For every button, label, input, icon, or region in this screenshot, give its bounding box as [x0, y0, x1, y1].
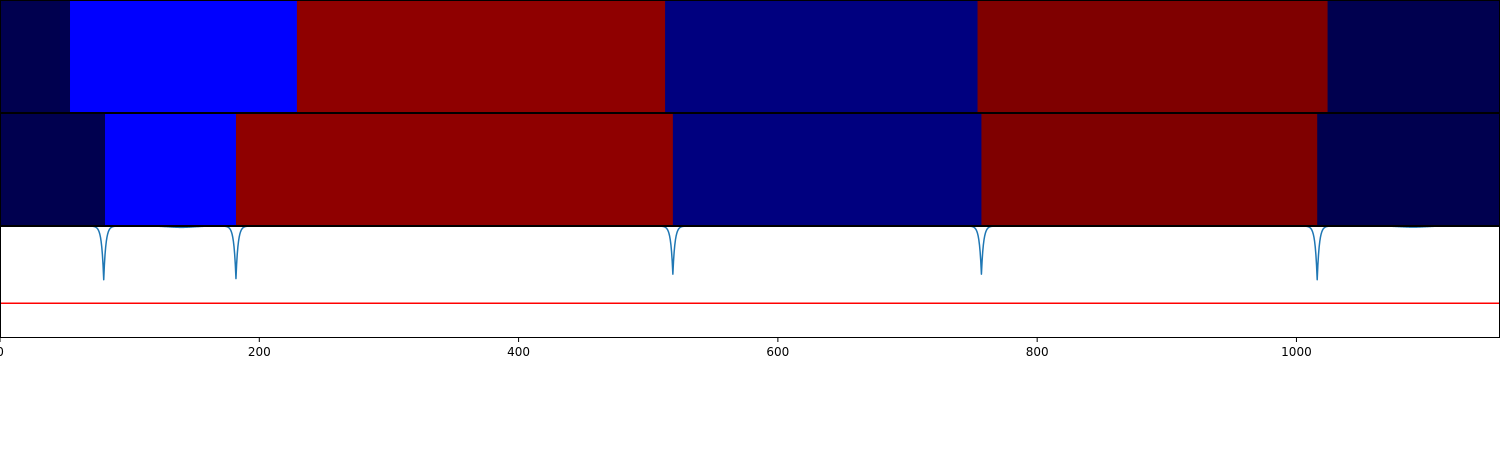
x-tick-label-4: 800	[1026, 345, 1049, 359]
x-axis: 0 200 400 600 800 1000	[0, 338, 1312, 359]
heatmap-top-segment-5	[1327, 0, 1500, 113]
heatmap-top	[0, 0, 1500, 113]
heatmap-middle-segment-0	[0, 113, 106, 226]
line-panel	[0, 226, 1500, 338]
x-tick-label-1: 200	[248, 345, 271, 359]
line-panel-background	[0, 226, 1500, 338]
heatmap-top-segment-1	[70, 0, 298, 113]
heatmap-top-segment-0	[0, 0, 71, 113]
heatmap-top-segment-3	[665, 0, 979, 113]
heatmap-middle-segment-1	[105, 113, 237, 226]
heatmap-top-segment-2	[296, 0, 666, 113]
x-tick-label-5: 1000	[1281, 345, 1312, 359]
heatmap-top-segment-4	[977, 0, 1329, 113]
x-tick-label-0: 0	[0, 345, 4, 359]
x-tick-label-2: 400	[507, 345, 530, 359]
heatmap-middle-segment-2	[235, 113, 674, 226]
heatmap-middle	[0, 113, 1500, 226]
x-tick-label-3: 600	[766, 345, 789, 359]
heatmap-middle-segment-5	[1317, 113, 1500, 226]
heatmap-middle-segment-4	[981, 113, 1318, 226]
heatmap-middle-segment-3	[672, 113, 982, 226]
